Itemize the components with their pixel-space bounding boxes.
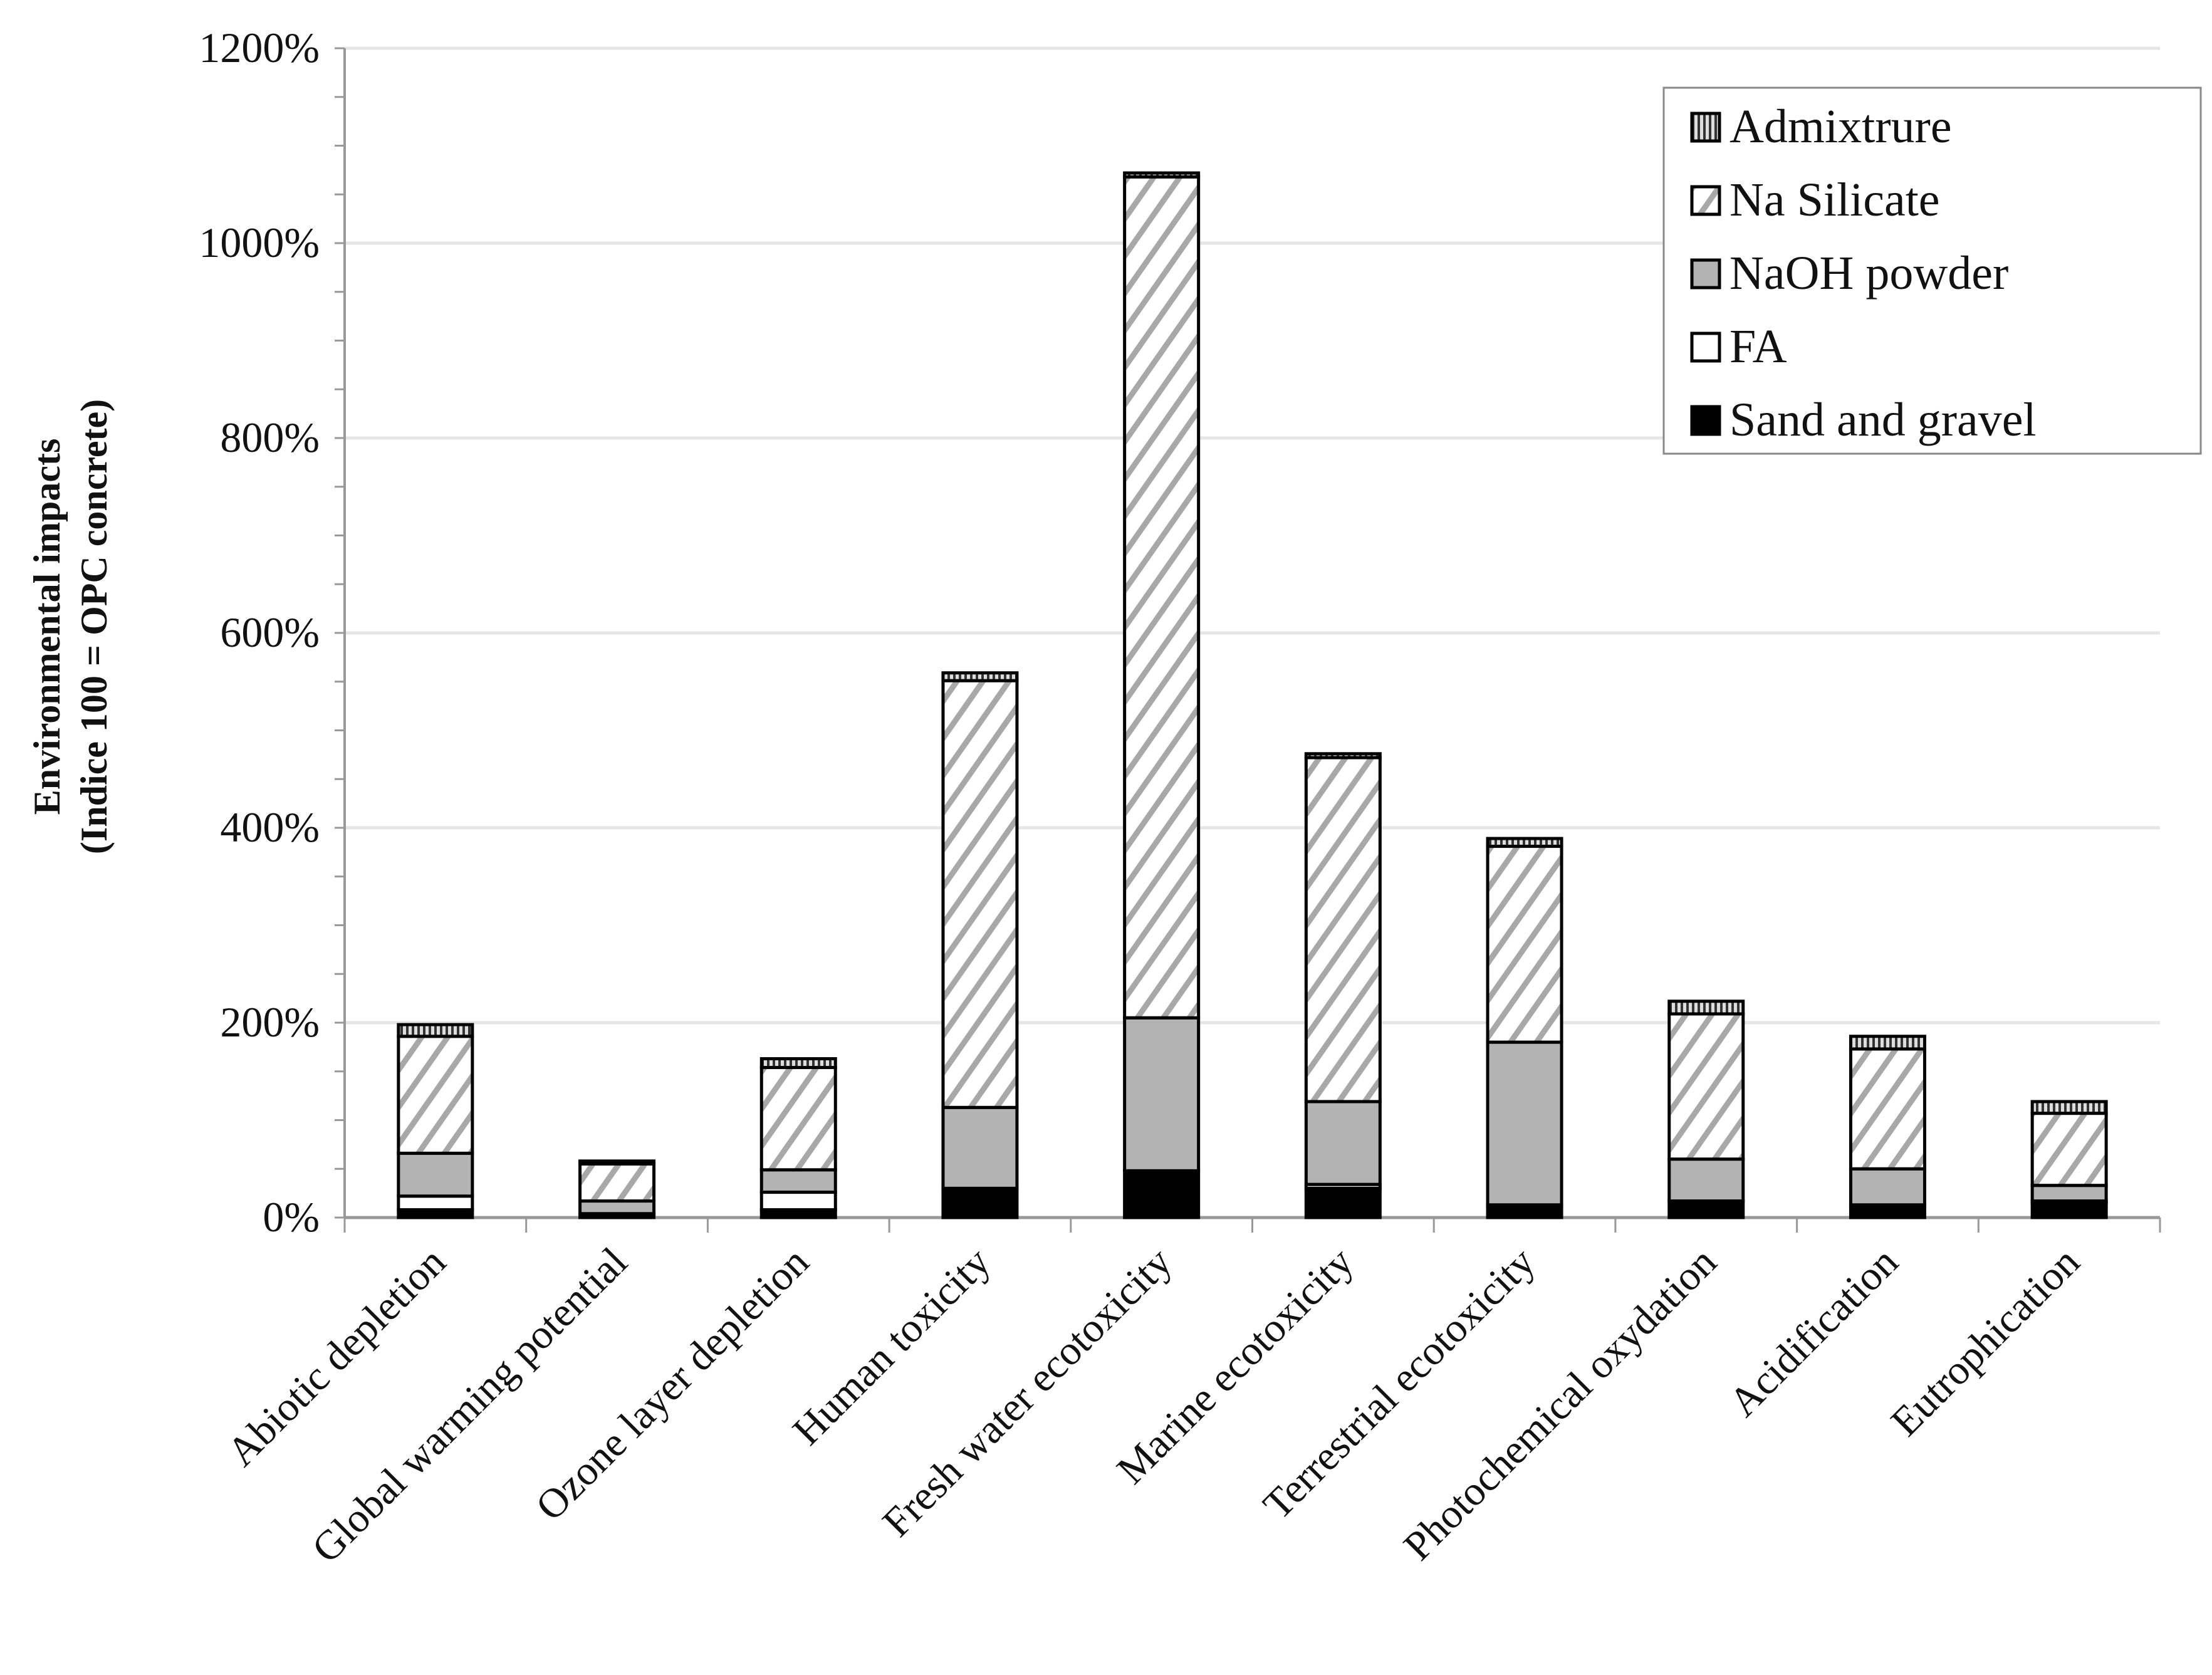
bar-segment-naoh-powder [941,1105,1019,1190]
bar-segment-na-silicate [1486,845,1563,1044]
bar-segment-naoh-powder [1304,1100,1382,1186]
bar-segment-admixtrure [941,671,1019,682]
bar-segment-na-silicate [2030,1112,2108,1187]
bar-segment-admixtrure [578,1159,656,1166]
legend-swatch [1690,258,1721,290]
legend-swatch [1690,331,1721,363]
bar-segment-na-silicate [759,1066,837,1172]
gridlines [345,46,2160,1025]
y-tick-label: 200% [220,998,320,1046]
bar-segment-sand-and-gravel [1486,1203,1563,1219]
bar-segment-admixtrure [1123,171,1201,179]
bar-segment-naoh-powder [759,1168,837,1194]
y-tick-label: 400% [220,803,320,851]
legend-label: NaOH powder [1729,247,2008,300]
bar-segment-sand-and-gravel [1123,1169,1201,1219]
bars [397,171,2108,1219]
bar-segment-na-silicate [397,1035,474,1155]
bar-segment-sand-and-gravel [941,1186,1019,1219]
bar-segment-naoh-powder [2030,1184,2108,1203]
bar-segment-na-silicate [578,1162,656,1203]
bar-segment-admixtrure [1849,1035,1926,1051]
x-tick-label: Photochemical oxydation [1395,1239,1725,1569]
y-tick-label: 800% [220,414,320,461]
legend-label: FA [1729,320,1787,373]
bar-segment-na-silicate [1304,756,1382,1104]
bar-segment-admixtrure [1667,999,1745,1016]
y-axis-title-line1: Environmental impacts [26,439,68,815]
bar-segment-admixtrure [1486,837,1563,848]
bar-segment-fa [397,1194,474,1212]
y-tick-label: 1000% [199,219,320,266]
bar-segment-naoh-powder [1667,1157,1745,1203]
bar-segment-sand-and-gravel [1304,1186,1382,1219]
bar-segment-admixtrure [2030,1100,2108,1115]
x-tick-label: Fresh water ecotoxicity [874,1239,1181,1546]
bar-segment-naoh-powder [578,1199,656,1216]
bar-segment-naoh-powder [1486,1040,1563,1207]
bar-segment-naoh-powder [397,1151,474,1198]
bar-segment-fa [759,1191,837,1212]
y-tick-label: 1200% [199,24,320,71]
legend: Admixtrure Na Silicate NaOH powder FA Sand a… [1662,86,2202,455]
bar-segment-sand-and-gravel [1849,1203,1926,1219]
bar-segment-na-silicate [1123,175,1201,1020]
x-tick-label: Acidification [1720,1239,1907,1426]
bar-segment-admixtrure [397,1023,474,1038]
bar-segment-sand-and-gravel [1667,1199,1745,1219]
bar-segment-na-silicate [1849,1047,1926,1171]
legend-label: Admixtrure [1729,100,1952,153]
legend-box [1662,86,2202,455]
bar-segment-admixtrure [1304,752,1382,759]
bar-segment-naoh-powder [1849,1167,1926,1207]
legend-swatch [1690,405,1721,436]
bar-segment-na-silicate [1667,1012,1745,1161]
x-tick-label: Global warming potential [303,1239,636,1572]
legend-label: Sand and gravel [1729,394,2037,446]
legend-swatch [1690,112,1721,143]
bar-segment-sand-and-gravel [2030,1201,2108,1219]
bar-segment-na-silicate [941,679,1019,1109]
y-tick-labels: 0% 200% 400% 600% 800% 1000% 1200% [199,24,320,1241]
legend-swatch [1690,185,1721,216]
x-tick-label: Eutrophication [1882,1239,2089,1445]
y-tick-label: 600% [220,608,320,656]
y-tick-label: 0% [263,1193,320,1241]
bar-segment-naoh-powder [1123,1016,1201,1172]
legend-label: Na Silicate [1729,174,1940,226]
y-axis-title-line2: (Indice 100 = OPC concrete) [73,399,115,854]
bar-segment-admixtrure [759,1057,837,1070]
